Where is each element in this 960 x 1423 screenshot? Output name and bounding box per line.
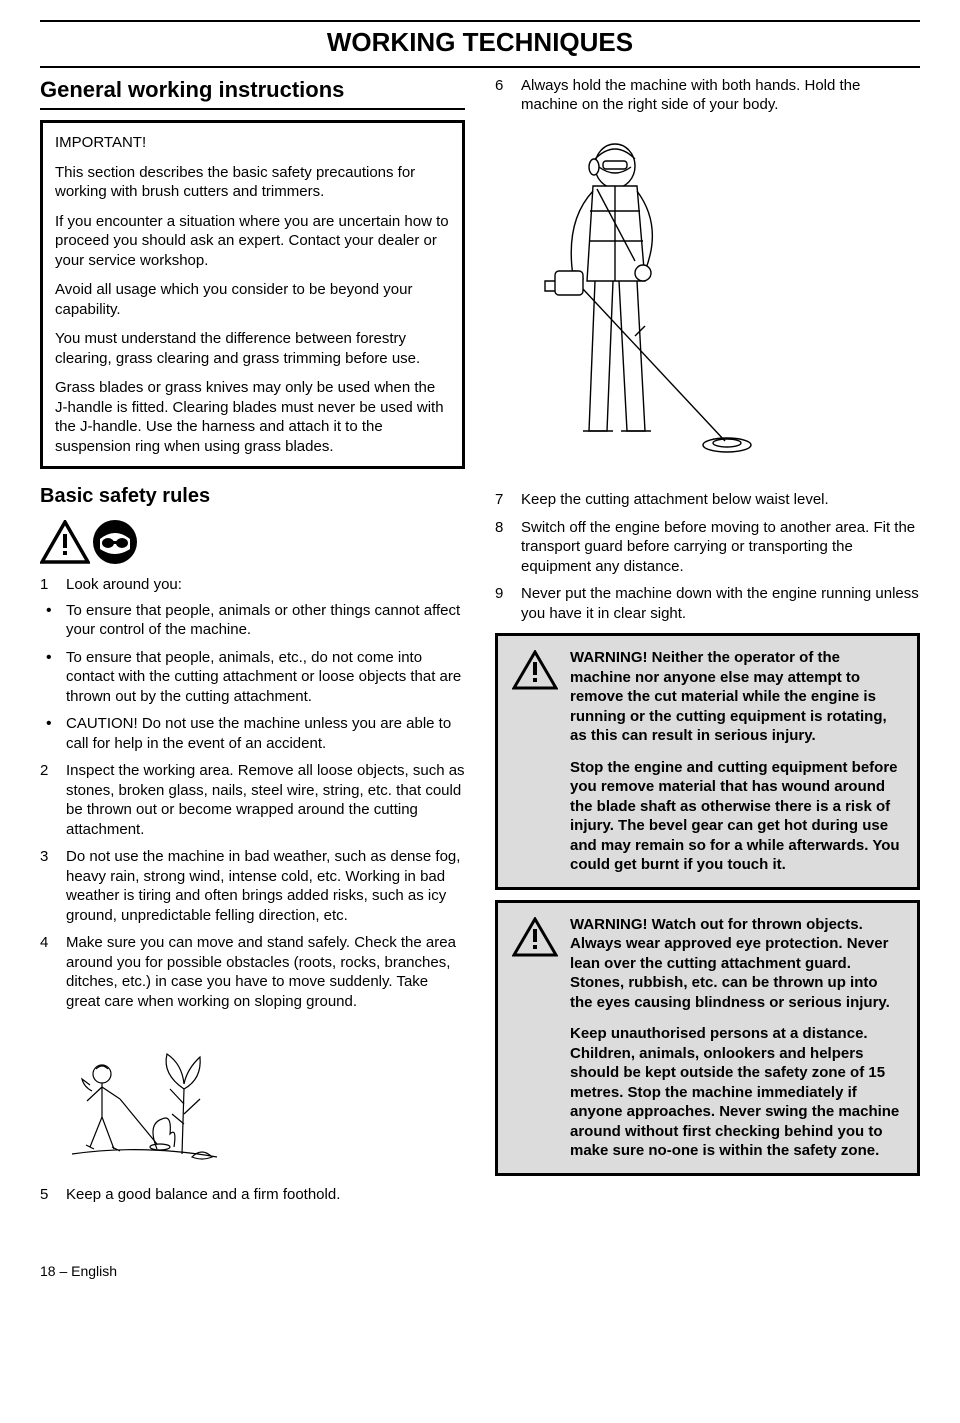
content-columns: General working instructions IMPORTANT! … (40, 76, 920, 1213)
warning-triangle-icon (512, 650, 558, 690)
page-footer: 18 – English (40, 1262, 920, 1280)
warning-triangle-icon (40, 520, 90, 564)
important-p1: This section describes the basic safety … (55, 163, 450, 202)
rule-1-text: Look around you: (66, 576, 182, 593)
right-rules-list-a: Always hold the machine with both hands.… (495, 76, 920, 115)
right-column: Always hold the machine with both hands.… (495, 76, 920, 1213)
rule-1: Look around you: To ensure that people, … (40, 575, 465, 753)
warning-1-text: WARNING! Neither the operator of the mac… (570, 648, 903, 875)
warning-triangle-icon (512, 917, 558, 957)
warning-2-p1: WARNING! Watch out for thrown objects. A… (570, 915, 903, 1013)
warning-box-2: WARNING! Watch out for thrown objects. A… (495, 900, 920, 1176)
safety-icons (40, 519, 465, 565)
warning-box-1: WARNING! Neither the operator of the mac… (495, 633, 920, 890)
important-p5: Grass blades or grass knives may only be… (55, 378, 450, 456)
rule-1-b1: To ensure that people, animals or other … (40, 601, 465, 640)
rule-1-b3: CAUTION! Do not use the machine unless y… (40, 714, 465, 753)
warning-2-p2: Keep unauthorised persons at a distance.… (570, 1024, 903, 1161)
right-rules-list-b: Keep the cutting attachment below waist … (495, 490, 920, 623)
basic-rules-list-cont: Keep a good balance and a firm foothold. (40, 1185, 465, 1205)
warning-2-text: WARNING! Watch out for thrown objects. A… (570, 915, 903, 1161)
worker-clearing-illustration (62, 1029, 222, 1169)
rule-4: Make sure you can move and stand safely.… (40, 933, 465, 1011)
basic-safety-heading: Basic safety rules (40, 483, 465, 509)
left-column: General working instructions IMPORTANT! … (40, 76, 465, 1213)
important-heading: IMPORTANT! (55, 133, 450, 153)
rule-2: Inspect the working area. Remove all loo… (40, 761, 465, 839)
rule-6: Always hold the machine with both hands.… (495, 76, 920, 115)
eye-protection-icon (92, 519, 138, 565)
operator-holding-machine-illustration (495, 131, 755, 471)
important-p4: You must understand the difference betwe… (55, 329, 450, 368)
important-box: IMPORTANT! This section describes the ba… (40, 120, 465, 469)
rule-9: Never put the machine down with the engi… (495, 584, 920, 623)
rule-1-b2: To ensure that people, animals, etc., do… (40, 648, 465, 707)
rule-1-bullets: To ensure that people, animals or other … (40, 601, 465, 754)
warning-1-p1: WARNING! Neither the operator of the mac… (570, 648, 903, 746)
important-p2: If you encounter a situation where you a… (55, 212, 450, 271)
important-p3: Avoid all usage which you consider to be… (55, 280, 450, 319)
basic-rules-list: Look around you: To ensure that people, … (40, 575, 465, 1011)
rule-3: Do not use the machine in bad weather, s… (40, 847, 465, 925)
page-title: WORKING TECHNIQUES (40, 20, 920, 68)
rule-8: Switch off the engine before moving to a… (495, 518, 920, 577)
warning-1-p2: Stop the engine and cutting equipment be… (570, 758, 903, 875)
rule-7: Keep the cutting attachment below waist … (495, 490, 920, 510)
rule-5: Keep a good balance and a firm foothold. (40, 1185, 465, 1205)
section-heading: General working instructions (40, 76, 465, 111)
